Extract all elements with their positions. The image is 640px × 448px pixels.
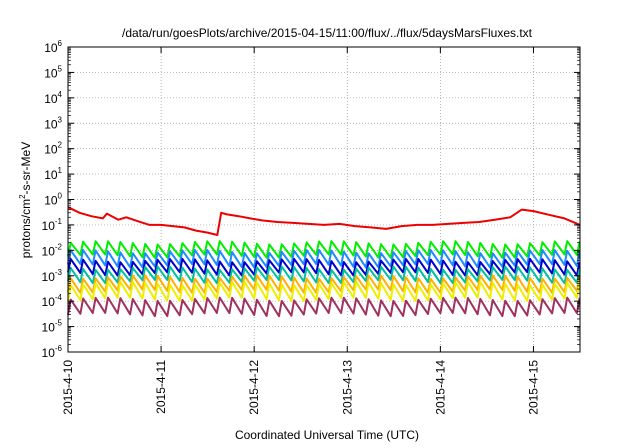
y-tick-label: 100	[44, 192, 62, 208]
oscillating-series-line	[67, 240, 581, 259]
y-axis-label: protons/cm2-s-sr-MeV	[18, 142, 33, 258]
oscillating-series-line	[67, 280, 581, 302]
y-tick-label: 102	[44, 141, 62, 157]
y-tick-label: 10-4	[42, 293, 63, 309]
y-tick-labels: 10-6 10-5 10-4 10-3 10-2 10-1 100 101 102 103 104 1…	[42, 39, 63, 360]
x-tick-label: 2015-4-10	[61, 360, 75, 415]
y-axis-label-pre: protons/cm	[19, 199, 33, 258]
y-tick-label: 10-3	[42, 268, 63, 284]
y-tick-label: 10-1	[42, 217, 63, 233]
y-tick-label: 106	[44, 39, 62, 55]
oscillating-series-line	[67, 265, 581, 285]
x-axis-label: Coordinated Universal Time (UTC)	[235, 428, 419, 442]
y-tick-label: 104	[44, 90, 62, 106]
x-tick-labels: 2015-4-10 2015-4-11 2015-4-12 2015-4-13 2015…	[61, 360, 540, 415]
y-axis-label-post: -s-sr-MeV	[19, 142, 33, 195]
y-axis-label-sup: 2	[18, 194, 27, 199]
x-tick-label: 2015-4-12	[247, 360, 261, 415]
x-tick-label: 2015-4-14	[433, 360, 447, 415]
x-tick-label: 2015-4-15	[526, 360, 540, 415]
y-tick-label: 105	[44, 64, 62, 80]
y-tick-label: 103	[44, 115, 62, 131]
oscillating-series-line	[67, 257, 581, 277]
chart-title: /data/run/goesPlots/archive/2015-04-15/1…	[122, 26, 533, 40]
plot-frame	[67, 46, 581, 353]
y-tick-label: 10-2	[42, 242, 63, 258]
x-tick-label: 2015-4-11	[154, 360, 168, 414]
oscillating-series-line	[67, 296, 581, 318]
x-tick-label: 2015-4-13	[340, 360, 354, 415]
oscillating-series-line	[67, 249, 581, 269]
series-line	[67, 206, 581, 236]
y-tick-label: 101	[44, 166, 62, 182]
y-tick-label: 10-5	[42, 319, 63, 335]
series-lines	[67, 206, 581, 318]
y-tick-label: 10-6	[42, 344, 63, 360]
oscillating-series-line	[67, 274, 581, 294]
grid-lines	[68, 47, 580, 352]
